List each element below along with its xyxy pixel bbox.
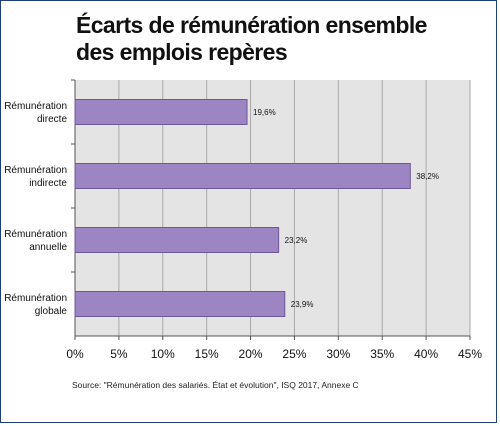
chart-title: Écarts de rémunération ensemble des empl…: [76, 12, 476, 66]
x-tick-label: 40%: [414, 347, 438, 361]
x-tick-label: 25%: [282, 347, 306, 361]
category-label: Rémunération globale: [4, 293, 67, 317]
bar-value-label: 23,9%: [291, 300, 314, 309]
x-tick-label: 15%: [195, 347, 219, 361]
category-label-line: annuelle: [29, 242, 67, 253]
category-label-line: indirecte: [29, 178, 67, 189]
bar: [74, 163, 411, 189]
category-label-line: Rémunération: [4, 293, 67, 304]
chart-title-line-2: des emplois repères: [76, 39, 288, 65]
x-tick-label: 35%: [370, 347, 394, 361]
chart-title-line-1: Écarts de rémunération ensemble: [76, 12, 427, 38]
bar: [74, 99, 248, 125]
x-tick-label: 0%: [66, 347, 84, 361]
category-label: Rémunération directe: [4, 101, 67, 125]
bar-value-label: 19,6%: [253, 108, 276, 117]
x-tick-label: 10%: [151, 347, 175, 361]
category-label: Rémunération annuelle: [4, 229, 67, 253]
category-label: Rémunération indirecte: [4, 165, 67, 189]
category-label-line: Rémunération: [4, 229, 67, 240]
x-tick-label: 45%: [458, 347, 482, 361]
bar-value-label: 38,2%: [416, 172, 439, 181]
bar-value-label: 23,2%: [285, 236, 308, 245]
bar: [74, 291, 286, 317]
bar: [74, 227, 280, 253]
category-label-line: Rémunération: [4, 101, 67, 112]
category-label-line: directe: [37, 114, 67, 125]
category-label-line: Rémunération: [4, 165, 67, 176]
x-tick-label: 30%: [326, 347, 350, 361]
x-tick-label: 5%: [110, 347, 128, 361]
category-label-line: globale: [35, 306, 68, 317]
x-tick-label: 20%: [239, 347, 263, 361]
source-note: Source: "Rémunération des salariés. État…: [72, 380, 359, 390]
